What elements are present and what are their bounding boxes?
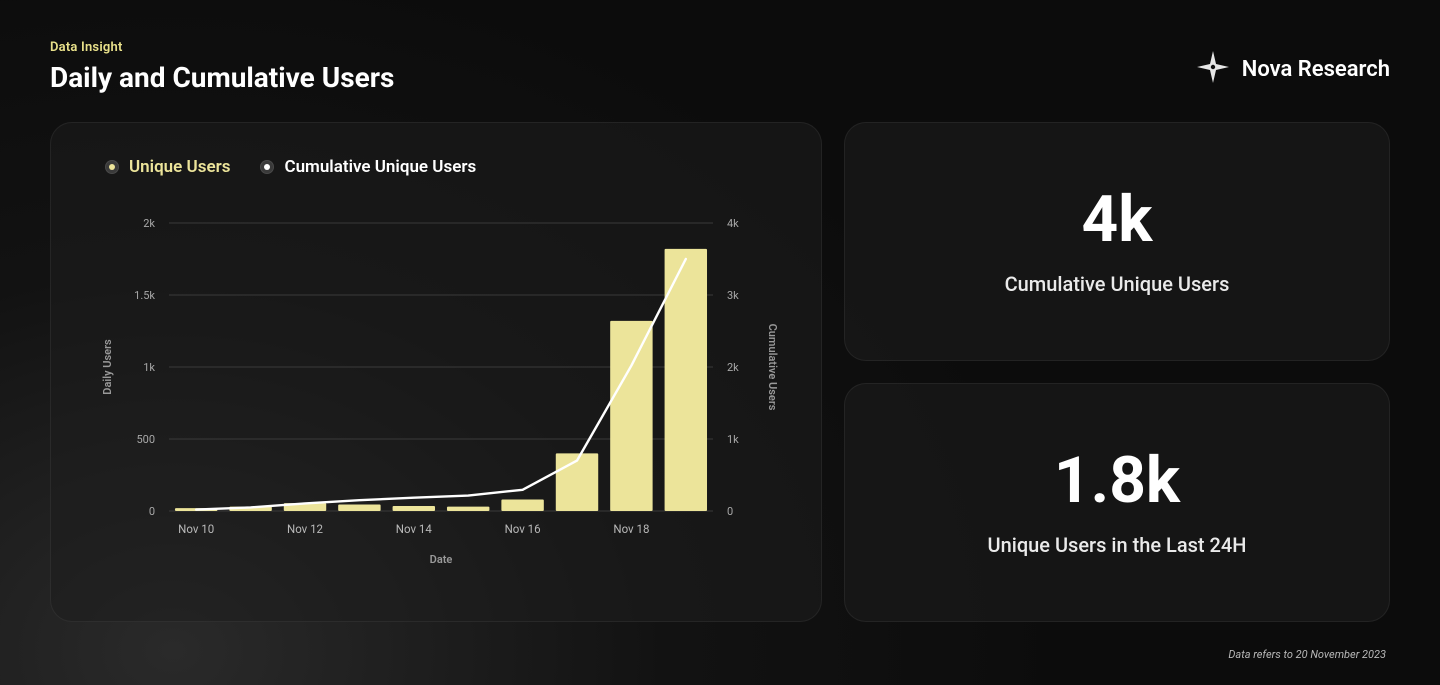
page-title: Daily and Cumulative Users [50,61,394,94]
stat-card-cumulative: 4k Cumulative Unique Users [844,122,1390,361]
kicker: Data Insight [50,40,394,55]
svg-text:0: 0 [727,505,733,518]
svg-text:Daily Users: Daily Users [101,339,114,395]
chart-svg: 0 500 1k 1.5k 2k 0 1k 2k 3k 4k Nov 10 Nov 12 Nov 14 N… [81,193,791,573]
svg-text:Nov 16: Nov 16 [505,522,541,536]
svg-text:1.5k: 1.5k [134,289,155,302]
stats-column: 4k Cumulative Unique Users 1.8k Unique U… [844,122,1390,622]
content-row: Unique Users Cumulative Unique Users 0 50… [50,122,1390,622]
svg-text:1k: 1k [143,361,155,374]
stat-label: Cumulative Unique Users [1005,272,1230,296]
chart-area: 0 500 1k 1.5k 2k 0 1k 2k 3k 4k Nov 10 Nov 12 Nov 14 N… [81,193,791,573]
legend-dot-icon [105,160,119,174]
svg-text:4k: 4k [727,217,739,230]
brand-star-icon [1196,50,1230,88]
header: Data Insight Daily and Cumulative Users … [50,40,1390,94]
svg-text:Nov 12: Nov 12 [287,522,324,536]
svg-text:500: 500 [136,433,155,446]
stat-label: Unique Users in the Last 24H [988,533,1247,557]
svg-text:Nov 18: Nov 18 [613,522,649,536]
svg-text:2k: 2k [727,361,739,374]
legend-label: Cumulative Unique Users [284,157,476,177]
stat-card-last24h: 1.8k Unique Users in the Last 24H [844,383,1390,622]
svg-text:Nov 14: Nov 14 [396,522,433,536]
legend-item-unique-users[interactable]: Unique Users [105,157,230,177]
chart-card: Unique Users Cumulative Unique Users 0 50… [50,122,822,622]
legend-dot-icon [260,160,274,174]
svg-text:2k: 2k [143,217,155,230]
svg-text:Date: Date [430,553,453,566]
svg-text:0: 0 [149,505,155,518]
legend-item-cumulative[interactable]: Cumulative Unique Users [260,157,476,177]
dashboard-page: Data Insight Daily and Cumulative Users … [0,0,1440,685]
svg-text:3k: 3k [727,289,739,302]
svg-text:Nov 10: Nov 10 [178,522,214,536]
brand-name: Nova Research [1242,57,1390,82]
chart-legend: Unique Users Cumulative Unique Users [105,157,791,177]
footnote: Data refers to 20 November 2023 [1228,648,1386,661]
stat-value: 4k [1082,188,1153,252]
svg-text:Cumulative Users: Cumulative Users [766,324,779,411]
legend-label: Unique Users [129,157,230,177]
header-left: Data Insight Daily and Cumulative Users [50,40,394,94]
brand: Nova Research [1196,50,1390,88]
svg-text:1k: 1k [727,433,739,446]
stat-value: 1.8k [1054,449,1180,513]
